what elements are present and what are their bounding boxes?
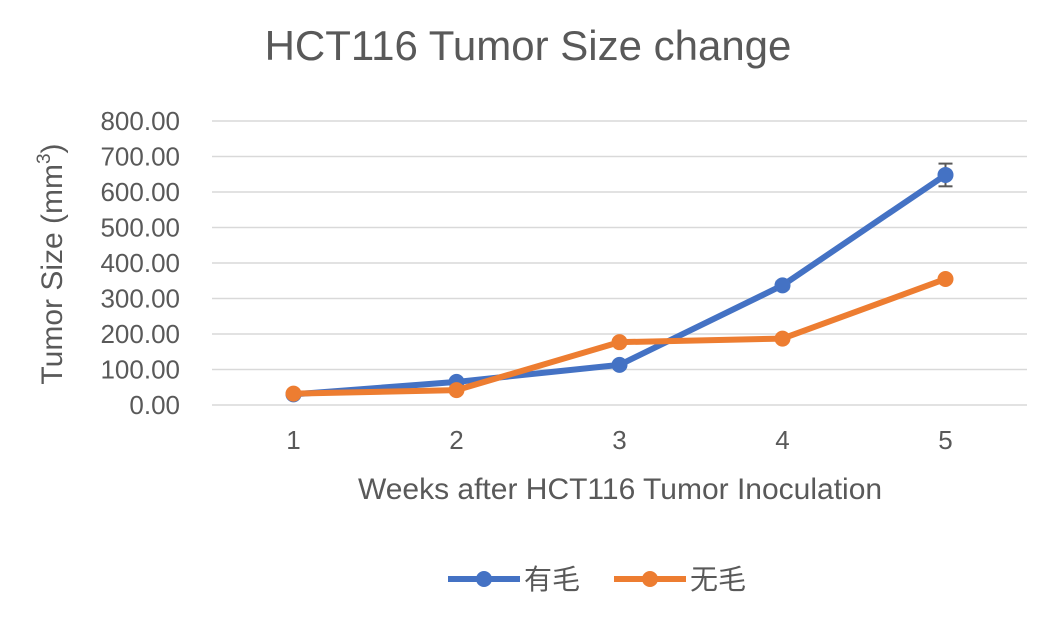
x-tick-label: 4 [775, 425, 789, 455]
x-tick-label: 2 [449, 425, 463, 455]
legend-item: 无毛 [614, 563, 746, 596]
gridlines [212, 120, 1027, 406]
y-tick-label: 200.00 [100, 319, 180, 349]
data-point [774, 330, 791, 347]
series-plot [285, 162, 954, 403]
data-point [611, 334, 628, 351]
x-tick-label: 1 [286, 425, 300, 455]
data-point [611, 356, 628, 373]
y-tick-label: 800.00 [100, 106, 180, 136]
chart-title: HCT116 Tumor Size change [265, 22, 792, 69]
x-axis-ticks: 1 2 3 4 5 [286, 425, 952, 455]
y-tick-label: 100.00 [100, 355, 180, 385]
series-1 [285, 162, 954, 403]
data-point [774, 277, 791, 294]
y-axis-ticks: 0.00 100.00 200.00 300.00 400.00 500.00 600.00… [100, 106, 180, 420]
y-axis-title-superscript: 3 [34, 153, 55, 164]
legend: 有毛 无毛 [448, 563, 746, 596]
y-tick-label: 0.00 [129, 390, 180, 420]
x-axis-title: Weeks after HCT116 Tumor Inoculation [358, 473, 882, 506]
y-axis-title-close: ) [36, 143, 69, 153]
legend-marker [476, 571, 492, 587]
legend-marker [642, 571, 658, 587]
y-tick-label: 500.00 [100, 213, 180, 243]
x-tick-label: 5 [938, 425, 952, 455]
data-point [448, 382, 465, 399]
data-point [937, 166, 954, 183]
y-axis-title: Tumor Size (mm3) [34, 143, 69, 384]
y-tick-label: 300.00 [100, 284, 180, 314]
x-tick-label: 3 [612, 425, 626, 455]
data-point [937, 270, 954, 287]
y-tick-label: 700.00 [100, 142, 180, 172]
series-2 [285, 270, 954, 402]
y-tick-label: 600.00 [100, 177, 180, 207]
y-tick-label: 400.00 [100, 248, 180, 278]
legend-label: 无毛 [690, 563, 746, 596]
y-axis-title-main: Tumor Size (mm [36, 164, 69, 385]
data-point [285, 385, 302, 402]
legend-label: 有毛 [524, 563, 580, 596]
legend-item: 有毛 [448, 563, 580, 596]
